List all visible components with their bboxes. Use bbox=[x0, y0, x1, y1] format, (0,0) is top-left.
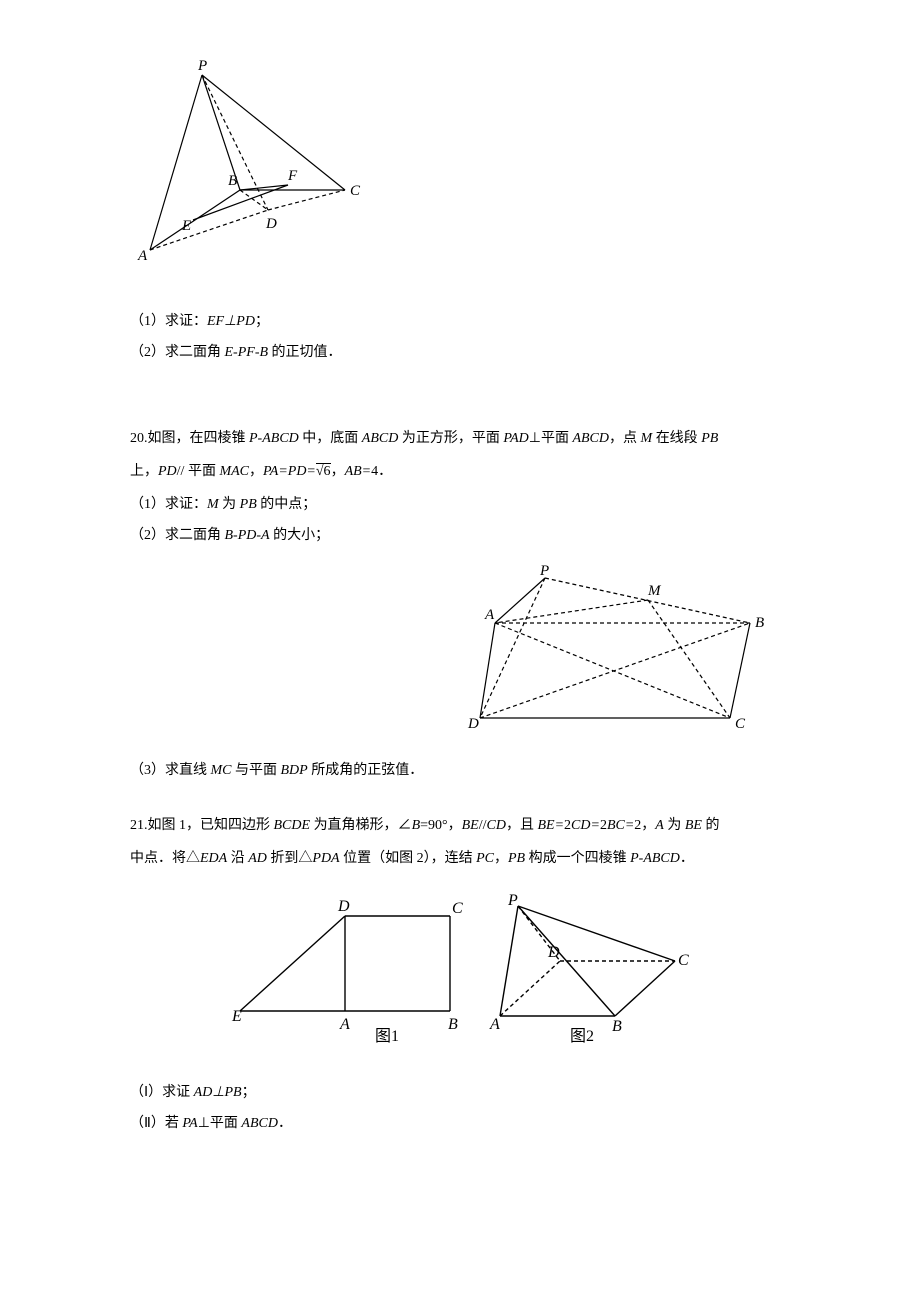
p20-part3: （3）求直线 MC 与平面 BDP 所成角的正弦值． bbox=[130, 758, 790, 783]
p20-part2: （2）求二面角 B-PD-A 的大小； bbox=[130, 523, 790, 548]
svg-text:D: D bbox=[467, 716, 479, 732]
p20-svg: P M A B C D bbox=[460, 563, 790, 733]
svg-text:B: B bbox=[612, 1018, 622, 1035]
svg-text:B: B bbox=[228, 173, 237, 189]
p20-part1: （1）求证：M 为 PB 的中点； bbox=[130, 492, 790, 517]
svg-text:E: E bbox=[231, 1008, 242, 1025]
svg-text:C: C bbox=[678, 952, 689, 969]
svg-text:D: D bbox=[547, 944, 560, 961]
svg-text:M: M bbox=[647, 583, 662, 599]
svg-text:A: A bbox=[137, 248, 148, 264]
svg-text:D: D bbox=[337, 898, 350, 915]
svg-text:D: D bbox=[265, 216, 277, 232]
svg-text:C: C bbox=[350, 183, 361, 199]
svg-text:B: B bbox=[755, 615, 764, 631]
p19-part1-label: （1）求证： bbox=[130, 314, 207, 329]
p19-part2-label: （2）求二面角 bbox=[130, 345, 225, 360]
p19-svg: P A B C D E F bbox=[130, 50, 370, 270]
p19-figure: P A B C D E F bbox=[130, 50, 790, 279]
p19-part1-expr: EF⊥PD bbox=[207, 314, 255, 329]
p21-part1: （Ⅰ）求证 AD⊥PB； bbox=[130, 1080, 790, 1105]
p21-number: 21. bbox=[130, 818, 148, 833]
svg-text:图2: 图2 bbox=[570, 1028, 594, 1045]
p21-part2: （Ⅱ）若 PA⊥平面 ABCD． bbox=[130, 1111, 790, 1136]
svg-text:A: A bbox=[339, 1016, 350, 1033]
svg-text:F: F bbox=[287, 168, 298, 184]
p20-number: 20. bbox=[130, 431, 148, 446]
p19-part1-tail: ； bbox=[255, 314, 269, 329]
svg-text:P: P bbox=[197, 58, 207, 74]
svg-text:C: C bbox=[452, 900, 463, 917]
p21-svg: D C E A B P D C A B 图1 图2 bbox=[220, 891, 700, 1051]
svg-text:图1: 图1 bbox=[375, 1028, 399, 1045]
p20-figure: P M A B C D bbox=[130, 563, 790, 742]
p19-part2-tail: 的正切值． bbox=[268, 345, 342, 360]
svg-text:C: C bbox=[735, 716, 746, 732]
svg-text:A: A bbox=[484, 607, 495, 623]
p19-part1: （1）求证：EF⊥PD； bbox=[130, 309, 790, 334]
svg-text:P: P bbox=[539, 563, 549, 579]
svg-text:P: P bbox=[507, 892, 518, 909]
svg-text:E: E bbox=[181, 218, 191, 234]
svg-text:A: A bbox=[489, 1016, 500, 1033]
p19-part2-expr: E-PF-B bbox=[225, 345, 269, 360]
p21-stem: 21.如图 1，已知四边形 BCDE 为直角梯形，∠B=90°，BE//CD，且… bbox=[130, 813, 790, 871]
p19-part2: （2）求二面角 E-PF-B 的正切值． bbox=[130, 340, 790, 365]
p21-figure: D C E A B P D C A B 图1 图2 bbox=[130, 891, 790, 1060]
svg-text:B: B bbox=[448, 1016, 458, 1033]
p20-stem: 20.如图，在四棱锥 P-ABCD 中，底面 ABCD 为正方形，平面 PAD⊥… bbox=[130, 426, 790, 484]
